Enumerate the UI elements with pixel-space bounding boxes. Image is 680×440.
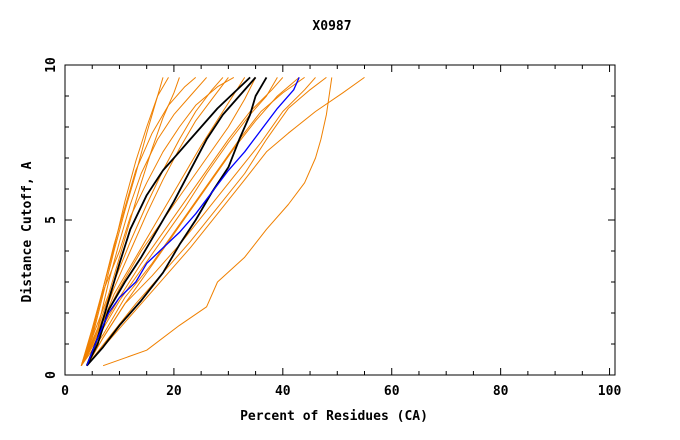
x-tick-label: 40 xyxy=(275,384,291,399)
model-orange-7-line xyxy=(80,77,257,366)
model-orange-1-line xyxy=(80,77,169,366)
model-orange-9-line xyxy=(80,76,305,366)
plot-frame xyxy=(64,64,616,376)
model-orange-15-line xyxy=(102,77,333,367)
model-orange-17-line xyxy=(80,77,197,366)
x-axis-label: Percent of Residues (CA) xyxy=(240,409,428,424)
model-orange-8-line xyxy=(80,77,284,366)
model-orange-14-line xyxy=(86,77,327,367)
y-axis-label: Distance Cutoff, A xyxy=(20,161,35,302)
model-orange-13-line xyxy=(86,77,316,366)
model-orange-18-line xyxy=(80,76,235,366)
model-blue-line xyxy=(86,77,300,366)
x-tick-label: 60 xyxy=(384,384,400,399)
y-tick-label: 0 xyxy=(44,371,59,379)
model-black-3-line xyxy=(86,76,268,367)
series-layer xyxy=(80,76,365,367)
y-tick-label: 5 xyxy=(44,216,59,224)
x-tick-label: 0 xyxy=(61,384,69,399)
ticks-layer xyxy=(64,64,615,376)
model-orange-3-line xyxy=(80,77,207,366)
model-black-1-line xyxy=(85,76,251,367)
y-tick-label: 10 xyxy=(44,57,59,73)
x-tick-label: 80 xyxy=(493,384,509,399)
model-orange-10-line xyxy=(80,77,278,366)
model-orange-4-line xyxy=(80,77,224,366)
chart-title: X0987 xyxy=(312,19,351,34)
model-orange-16-line xyxy=(86,76,365,367)
x-tick-label: 100 xyxy=(598,384,622,399)
tick-labels-layer: 0 20 40 60 80 100 0 5 10 xyxy=(44,57,621,399)
x-tick-label: 20 xyxy=(166,384,182,399)
